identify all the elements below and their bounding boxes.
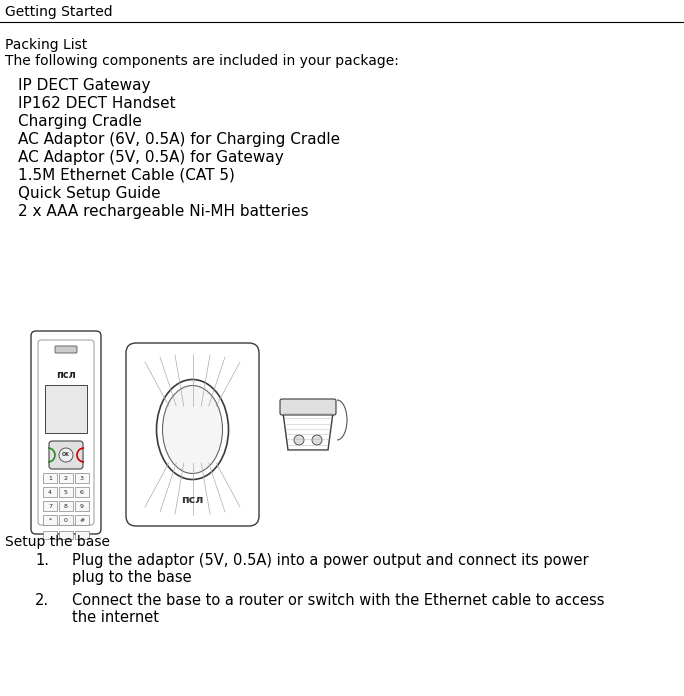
- Text: Getting Started: Getting Started: [5, 5, 113, 19]
- Text: 3: 3: [80, 475, 84, 480]
- Text: IP DECT Gateway: IP DECT Gateway: [18, 78, 150, 93]
- Bar: [75, 473, 89, 483]
- FancyBboxPatch shape: [31, 331, 101, 534]
- Text: #: #: [79, 518, 85, 523]
- Bar: [45, 385, 87, 433]
- Text: Charging Cradle: Charging Cradle: [18, 114, 142, 129]
- Bar: [59, 487, 73, 497]
- Bar: [75, 515, 89, 525]
- Text: 2 x AAA rechargeable Ni-MH batteries: 2 x AAA rechargeable Ni-MH batteries: [18, 204, 308, 219]
- Bar: [75, 501, 89, 511]
- FancyBboxPatch shape: [280, 399, 336, 415]
- Text: *: *: [49, 518, 51, 523]
- Bar: [59, 515, 73, 525]
- Polygon shape: [282, 405, 334, 450]
- Text: IP162 DECT Handset: IP162 DECT Handset: [18, 96, 176, 111]
- Ellipse shape: [157, 379, 228, 480]
- Text: Setup the base: Setup the base: [5, 535, 110, 549]
- Text: 2: 2: [64, 475, 68, 480]
- FancyBboxPatch shape: [55, 346, 77, 353]
- Text: 7: 7: [48, 503, 52, 509]
- FancyBboxPatch shape: [49, 441, 83, 469]
- Text: Packing List: Packing List: [5, 38, 88, 52]
- Bar: [43, 501, 57, 511]
- Text: Connect the base to a router or switch with the Ethernet cable to access: Connect the base to a router or switch w…: [72, 593, 605, 608]
- Bar: [59, 473, 73, 483]
- Bar: [75, 531, 89, 539]
- Circle shape: [312, 435, 322, 445]
- Bar: [75, 487, 89, 497]
- Bar: [43, 487, 57, 497]
- Text: 8: 8: [64, 503, 68, 509]
- Text: Quick Setup Guide: Quick Setup Guide: [18, 186, 161, 201]
- Bar: [59, 531, 73, 539]
- Ellipse shape: [163, 386, 222, 473]
- Bar: [59, 501, 73, 511]
- Text: 2.: 2.: [35, 593, 49, 608]
- Text: Plug the adaptor (5V, 0.5A) into a power output and connect its power: Plug the adaptor (5V, 0.5A) into a power…: [72, 553, 589, 568]
- Bar: [43, 515, 57, 525]
- Text: 1.: 1.: [35, 553, 49, 568]
- Text: 0: 0: [64, 518, 68, 523]
- Text: 1.5M Ethernet Cable (CAT 5): 1.5M Ethernet Cable (CAT 5): [18, 168, 235, 183]
- Text: the internet: the internet: [72, 610, 159, 625]
- Text: AC Adaptor (5V, 0.5A) for Gateway: AC Adaptor (5V, 0.5A) for Gateway: [18, 150, 284, 165]
- Text: пcл: пcл: [56, 370, 76, 380]
- Circle shape: [294, 435, 304, 445]
- Text: 9: 9: [80, 503, 84, 509]
- Text: 4: 4: [48, 489, 52, 494]
- Bar: [43, 531, 57, 539]
- Text: 1: 1: [48, 475, 52, 480]
- Text: plug to the base: plug to the base: [72, 570, 192, 585]
- Bar: [43, 473, 57, 483]
- Text: 5: 5: [64, 489, 68, 494]
- Text: 6: 6: [80, 489, 84, 494]
- Text: AC Adaptor (6V, 0.5A) for Charging Cradle: AC Adaptor (6V, 0.5A) for Charging Cradl…: [18, 132, 340, 147]
- Text: пcл: пcл: [181, 495, 204, 505]
- Text: OK: OK: [62, 452, 70, 457]
- FancyBboxPatch shape: [126, 343, 259, 526]
- Circle shape: [59, 448, 73, 462]
- Text: The following components are included in your package:: The following components are included in…: [5, 54, 399, 68]
